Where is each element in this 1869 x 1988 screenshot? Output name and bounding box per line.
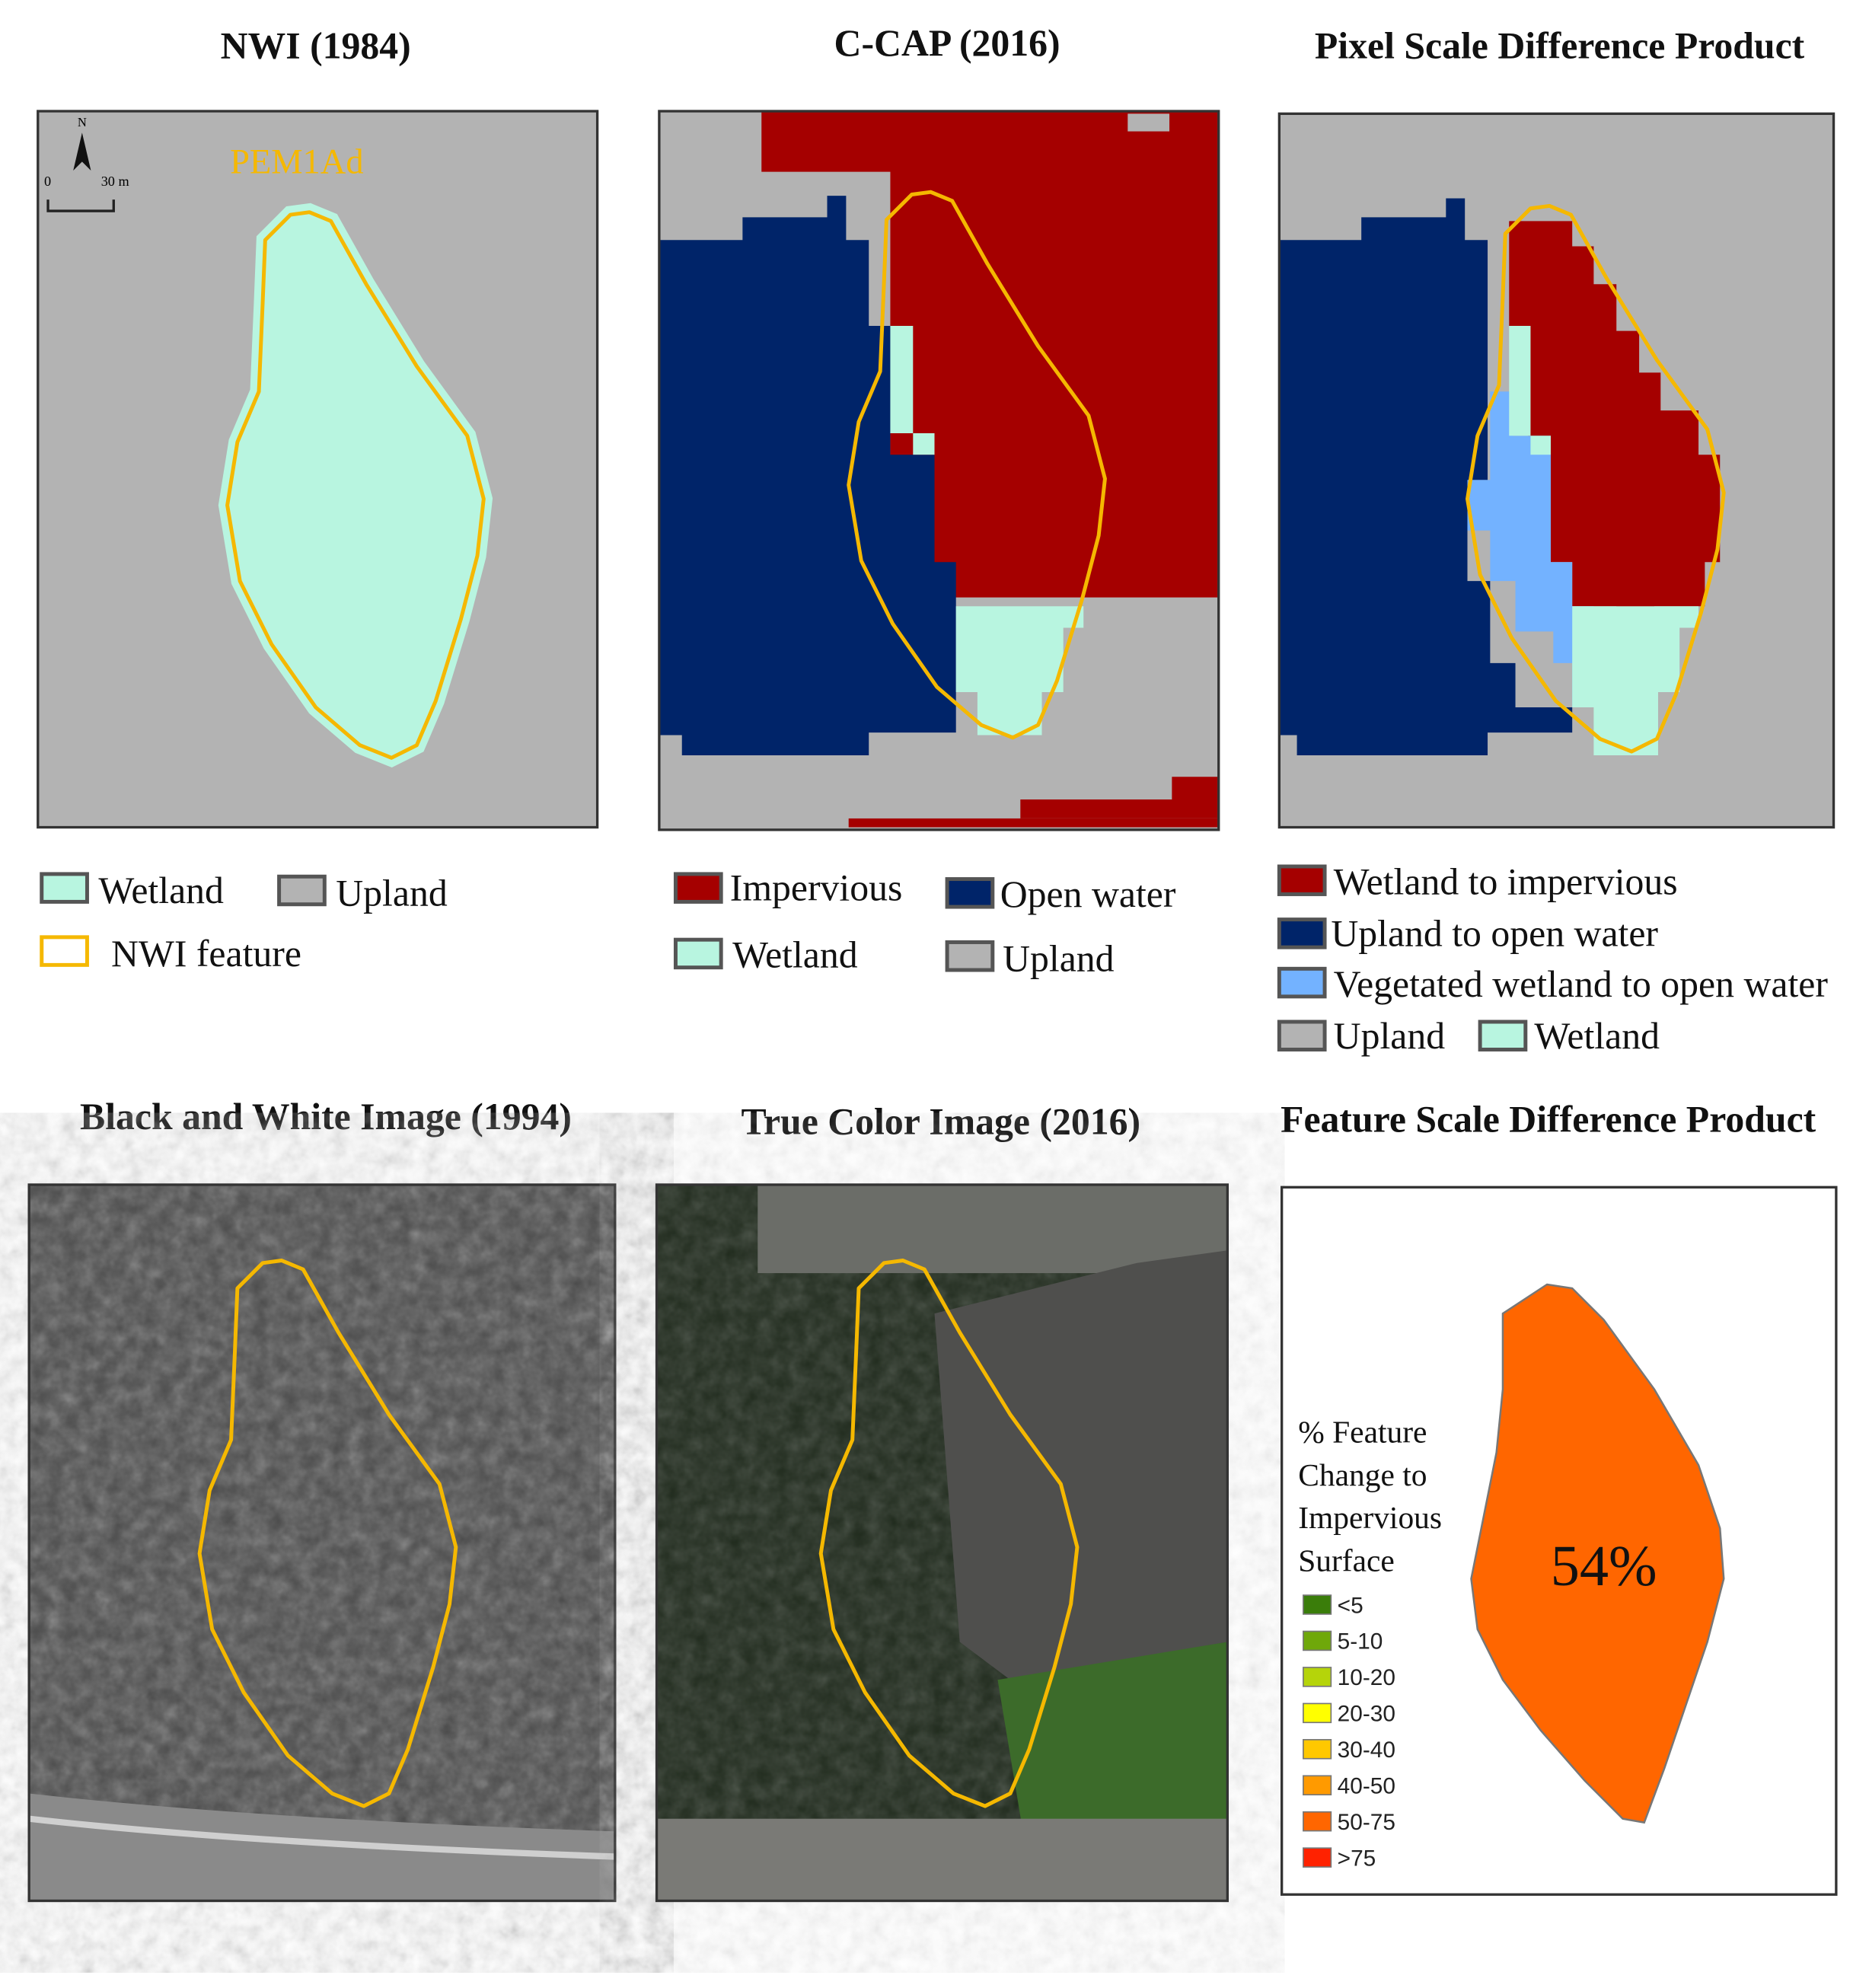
feature-polygon [1470,1283,1725,1824]
legend-title-line: Change to [1298,1457,1427,1492]
ccap-legend: Impervious Open water Wetland Upland [673,867,1176,980]
legend-title-line: % Feature [1298,1414,1427,1449]
legend-class-label: >75 [1338,1846,1376,1871]
north-arrow-icon [73,132,91,171]
feature-legend: % Feature Change to Impervious Surface <… [1298,1414,1442,1871]
nwi-legend: Wetland Upland NWI feature [40,870,448,975]
legend-upland-to-open-water: Upland to open water [1331,912,1658,954]
legend-title-line: Surface [1298,1543,1395,1578]
scale-bar [46,199,115,212]
scale-zero: 0 [44,174,51,189]
legend-swatch [1303,1739,1332,1760]
legend-class-label: 5-10 [1338,1629,1383,1655]
legend-wetland-to-impervious: Wetland to impervious [1334,860,1678,902]
legend-upland: Upland [336,872,448,914]
legend-wetland: Wetland [98,870,224,911]
legend-swatch [1303,1702,1332,1724]
nwi-map: PEM1Ad N 0 30 m [37,110,599,829]
scale-distance: 30 m [101,174,129,189]
legend-class-label: 30-40 [1338,1738,1395,1763]
legend-swatch [1303,1594,1332,1615]
feature-change-value: 54% [1551,1533,1657,1598]
legend-wetland: Wetland [732,934,858,976]
title-pixel-diff: Pixel Scale Difference Product [1315,24,1805,66]
true-color-image [655,1183,1229,1903]
legend-swatch [1303,1775,1332,1795]
legend-upland: Upland [1334,1015,1446,1057]
ccap-map [658,110,1220,831]
north-label: N [78,115,87,129]
pixel-diff-map [1277,112,1836,829]
legend-impervious: Impervious [730,867,903,909]
legend-class-label: 50-75 [1338,1810,1395,1835]
legend-upland: Upland [1003,938,1115,980]
legend-class-label: 20-30 [1338,1702,1395,1727]
feature-label: PEM1Ad [230,142,363,181]
legend-title-line: Impervious [1298,1500,1442,1535]
legend-vegetated-wetland-to-open-water: Vegetated wetland to open water [1334,963,1829,1005]
legend-class-label: <5 [1338,1593,1363,1618]
legend-class-label: 10-20 [1338,1665,1395,1690]
title-ccap: C-CAP (2016) [834,22,1060,64]
bw-aerial-image [27,1183,617,1903]
legend-swatch [1303,1667,1332,1687]
legend-open-water: Open water [1000,873,1176,915]
feature-diff-map: 54% % Feature Change to Impervious Surfa… [1281,1185,1838,1896]
legend-swatch [1303,1847,1332,1868]
legend-swatch [1303,1811,1332,1832]
title-true-color: True Color Image (2016) [741,1101,1140,1143]
legend-wetland: Wetland [1534,1015,1660,1057]
title-bw: Black and White Image (1994) [80,1096,572,1138]
legend-class-label: 40-50 [1338,1774,1395,1799]
pixel-diff-legend: Wetland to impervious Upland to open wat… [1277,860,1829,1057]
legend-nwi-feature: NWI feature [111,933,301,975]
legend-swatch [1303,1630,1332,1651]
title-feature-diff: Feature Scale Difference Product [1281,1098,1816,1140]
title-nwi: NWI (1984) [221,24,411,66]
